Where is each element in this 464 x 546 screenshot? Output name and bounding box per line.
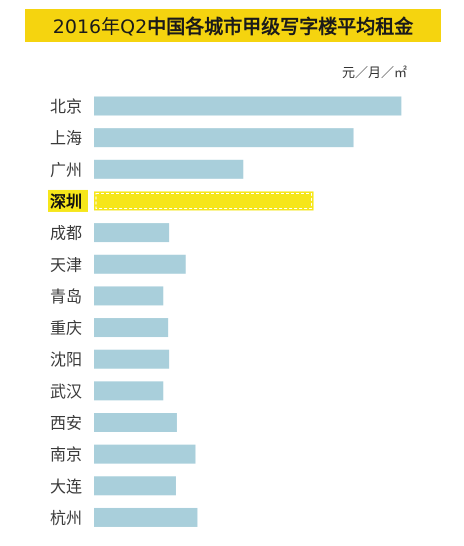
chart-title: 2016年Q2 中国各城市甲级写字楼平均租金	[25, 9, 441, 42]
bar-e58c97e4baac	[94, 96, 402, 116]
bar-highlight-dashes	[95, 192, 313, 209]
bar-e8a5bfe5ae89	[94, 413, 177, 432]
unit-label: 元／月／㎡	[342, 66, 408, 81]
bar-e5b9bfe5b79e	[94, 159, 244, 179]
category-label-e5a4a7e8bf9e: 大连	[50, 477, 82, 496]
bar-e6b288e998b3	[94, 349, 170, 369]
category-label-e4b88ae6b5b7: 上海	[50, 129, 82, 148]
category-label-e69dade5b79e: 杭州	[50, 508, 82, 527]
category-label-e6b7b1e59cb3: 深圳	[50, 192, 82, 211]
chart-title-prefix: 2016年Q2	[52, 16, 148, 38]
chart-title-main: 中国各城市甲级写字楼平均租金	[147, 16, 414, 38]
category-label-e9878de5ba86: 重庆	[50, 319, 82, 338]
bar-e5a4a7e8bf9e	[94, 476, 176, 496]
category-label-e99d92e5b29b: 青岛	[50, 287, 82, 306]
highlight-label-bg	[48, 189, 88, 212]
bar-e69dade5b79e	[94, 507, 198, 527]
bar-e68890e983bd	[94, 223, 170, 243]
category-label-e6b288e998b3: 沈阳	[50, 350, 82, 369]
category-label-e58c97e4baac: 北京	[50, 97, 82, 116]
category-label-e8a5bfe5ae89: 西安	[50, 414, 82, 433]
category-label-e68890e983bd: 成都	[50, 224, 82, 243]
bar-e6b7b1e59cb3	[94, 191, 314, 211]
bar-e58d97e4baac	[94, 444, 196, 464]
bar-e5a4a9e6b4a5	[94, 254, 186, 274]
bar-e6ada6e6b189	[94, 381, 164, 401]
category-label-e58d97e4baac: 南京	[50, 445, 82, 464]
bar-e9878de5ba86	[94, 318, 169, 338]
bar-e4b88ae6b5b7	[94, 128, 354, 148]
category-label-e5a4a9e6b4a5: 天津	[50, 255, 82, 274]
category-label-e5b9bfe5b79e: 广州	[50, 160, 82, 179]
category-label-e6ada6e6b189: 武汉	[50, 382, 82, 401]
bar-e99d92e5b29b	[94, 286, 164, 306]
